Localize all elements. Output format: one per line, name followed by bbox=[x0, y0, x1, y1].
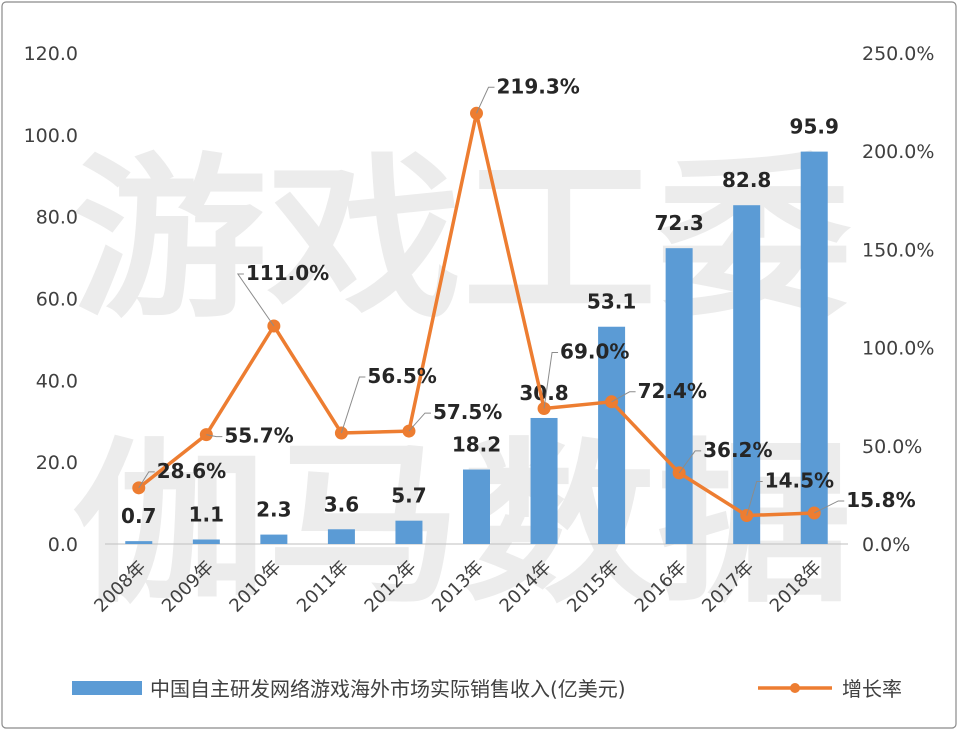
watermark-line-2: 伽马数据 bbox=[72, 424, 852, 627]
bar-value-label: 18.2 bbox=[452, 433, 501, 457]
bar bbox=[260, 534, 288, 544]
y-left-tick-label: 40.0 bbox=[36, 370, 78, 392]
growth-rate-value-label: 57.5% bbox=[433, 400, 502, 424]
y-right-tick-label: 50.0% bbox=[862, 436, 922, 458]
y-right-tick-label: 200.0% bbox=[862, 141, 934, 163]
bar bbox=[125, 541, 153, 544]
growth-rate-value-label: 72.4% bbox=[638, 379, 707, 403]
bar bbox=[800, 151, 828, 544]
growth-rate-labels: 28.6% 55.7% 111.0% 56.5% 57.5% 219.3% 69.0% 72.… bbox=[138, 74, 916, 516]
y-left-tick-label: 60.0 bbox=[36, 289, 78, 311]
watermark-line-1: 游戏工委 bbox=[72, 139, 852, 342]
bar-value-label: 0.7 bbox=[121, 504, 156, 528]
bar bbox=[327, 529, 355, 544]
y-left-tick-label: 20.0 bbox=[36, 452, 78, 474]
growth-rate-leader-line bbox=[814, 500, 845, 514]
bar bbox=[395, 520, 423, 544]
y-right-tick-label: 0.0% bbox=[862, 534, 910, 556]
bar-value-label: 95.9 bbox=[790, 115, 839, 139]
bar-value-label: 82.8 bbox=[722, 168, 771, 192]
y-right-tick-label: 250.0% bbox=[862, 43, 934, 65]
bar-value-label: 72.3 bbox=[654, 211, 703, 235]
bar bbox=[463, 469, 490, 544]
y-right-tick-label: 100.0% bbox=[862, 338, 934, 360]
growth-rate-value-label: 14.5% bbox=[765, 469, 834, 493]
y-left-tick-label: 80.0 bbox=[36, 207, 78, 229]
growth-rate-value-label: 55.7% bbox=[224, 424, 293, 448]
bar-value-label: 5.7 bbox=[391, 484, 426, 508]
bar-value-label: 1.1 bbox=[189, 502, 224, 526]
y-right-tick-label: 150.0% bbox=[862, 239, 934, 261]
bar bbox=[733, 205, 761, 544]
bar-labels: 0.7 1.1 2.3 3.6 5.718.230.853.172.382.895.9 bbox=[121, 115, 839, 529]
growth-rate-value-label: 36.2% bbox=[703, 438, 772, 462]
growth-rate-value-label: 219.3% bbox=[497, 74, 580, 98]
bar-value-label: 53.1 bbox=[587, 290, 636, 314]
growth-rate-leader-line bbox=[476, 86, 495, 114]
growth-rate-leader-line bbox=[543, 351, 559, 409]
y-left-tick-label: 0.0 bbox=[48, 534, 78, 556]
growth-rate-leader-line bbox=[408, 412, 431, 432]
bar-value-label: 3.6 bbox=[324, 492, 359, 516]
growth-rate-value-label: 56.5% bbox=[367, 364, 436, 388]
legend-line-label: 增长率 bbox=[842, 677, 902, 701]
growth-rate-value-label: 15.8% bbox=[846, 488, 915, 512]
watermark: 游戏工委 伽马数据 bbox=[72, 139, 852, 627]
growth-rate-leader-line bbox=[746, 481, 763, 516]
growth-rate-value-label: 28.6% bbox=[157, 459, 226, 483]
growth-rate-leader-line bbox=[206, 434, 223, 438]
legend-bar-label: 中国自主研发网络游戏海外市场实际销售收入(亿美元) bbox=[150, 677, 626, 701]
growth-rate-leader-line bbox=[678, 450, 702, 474]
bar bbox=[598, 326, 626, 544]
bar bbox=[530, 417, 558, 544]
growth-rate-leader-line bbox=[138, 471, 155, 489]
growth-rate-leader-line bbox=[340, 376, 366, 434]
growth-rate-leader-line bbox=[236, 273, 275, 327]
growth-rate-value-label: 111.0% bbox=[246, 261, 329, 285]
bar bbox=[192, 539, 220, 544]
bar-value-label: 2.3 bbox=[256, 498, 291, 522]
growth-rate-value-label: 69.0% bbox=[560, 339, 629, 363]
legend-line-marker bbox=[790, 683, 800, 693]
bar bbox=[665, 248, 693, 545]
bars bbox=[125, 151, 828, 545]
y-left-tick-label: 100.0 bbox=[24, 125, 78, 147]
legend: 中国自主研发网络游戏海外市场实际销售收入(亿美元) 增长率 bbox=[72, 677, 902, 701]
legend-bar-swatch bbox=[72, 681, 142, 695]
y-left-tick-label: 120.0 bbox=[24, 43, 78, 65]
growth-rate-leader-line bbox=[611, 391, 636, 403]
